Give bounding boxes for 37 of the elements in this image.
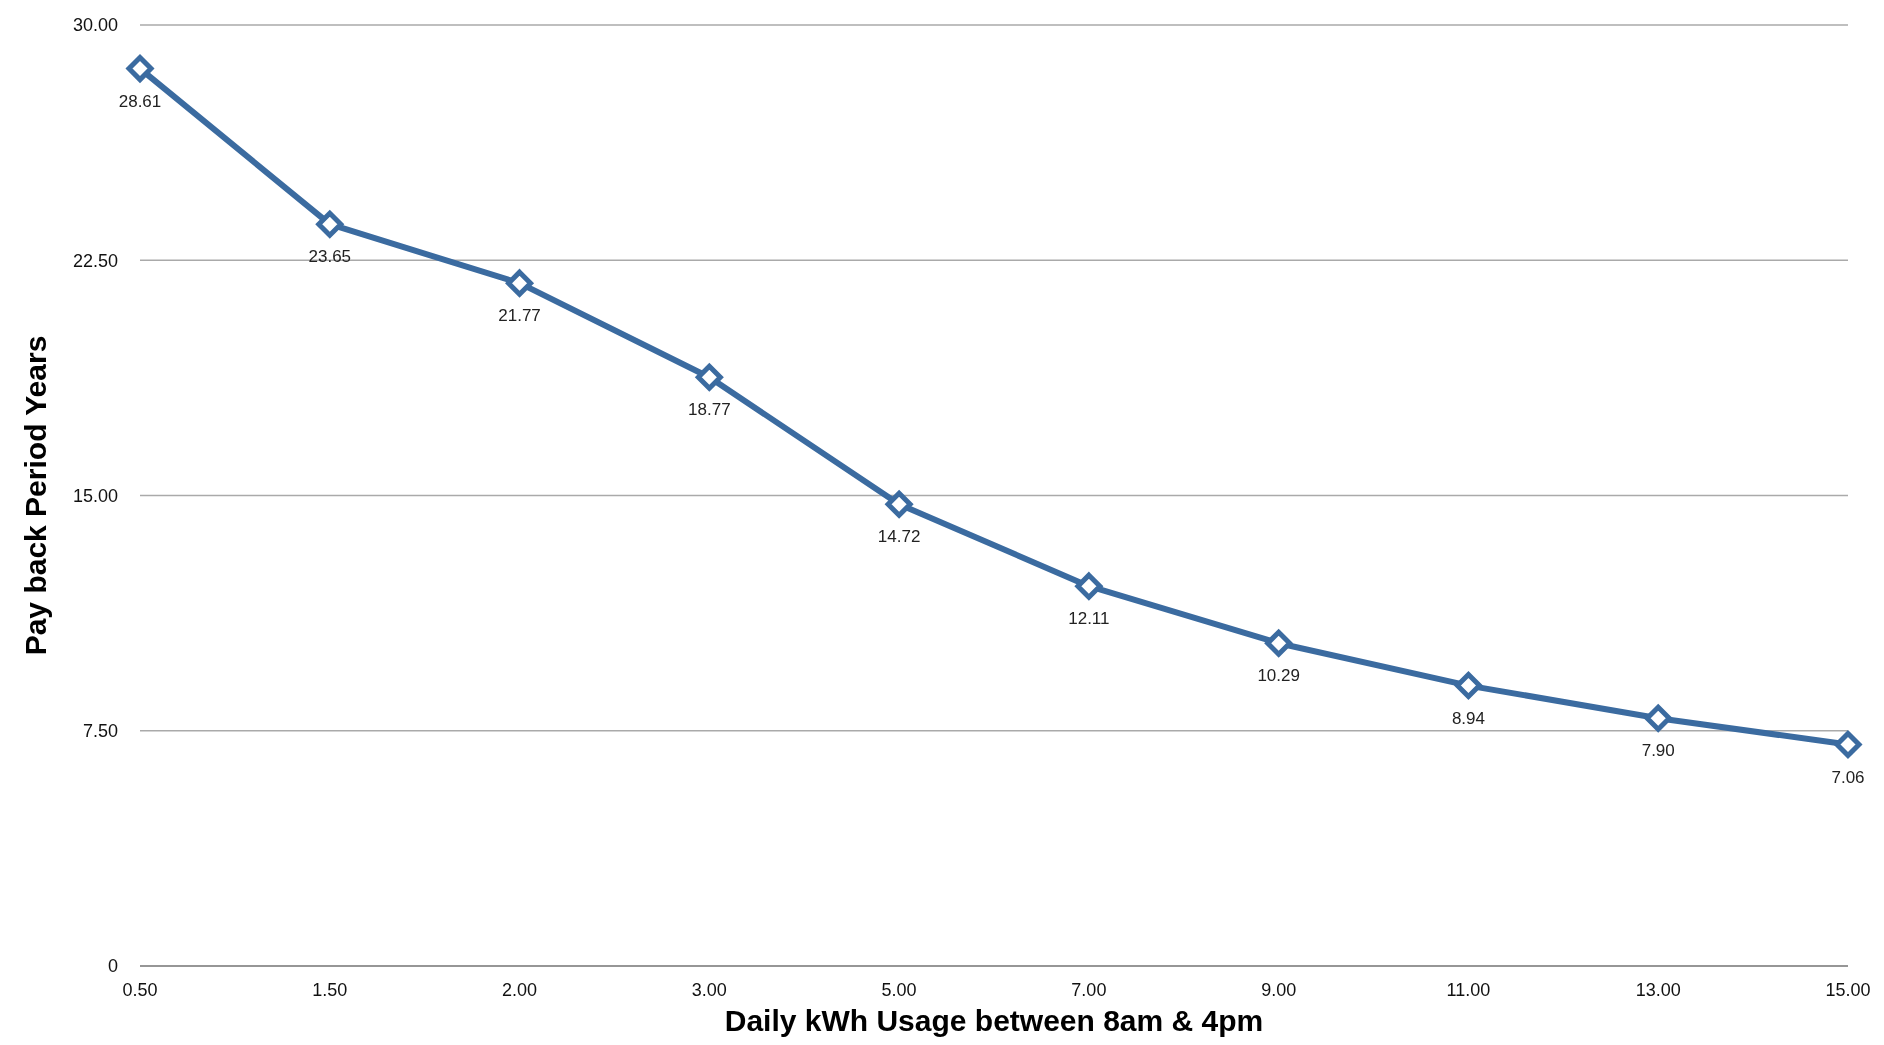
point: [1834, 731, 1862, 759]
data-label: 21.77: [498, 306, 541, 326]
data-label: 8.94: [1451, 708, 1485, 728]
data-label: 18.77: [688, 400, 731, 420]
x-tick-label: 11.00: [1446, 980, 1491, 1000]
x-tick-label: 3.00: [691, 980, 727, 1000]
x-tick-label: 5.00: [881, 980, 917, 1000]
x-axis-title: Daily kWh Usage between 8am & 4pm: [724, 1004, 1264, 1037]
point: [885, 490, 913, 518]
point: [1265, 629, 1293, 657]
x-tick-label: 13.00: [1635, 980, 1681, 1000]
data-label: 10.29: [1257, 666, 1300, 686]
x-tick-label: 2.00: [502, 980, 538, 1000]
x-tick-label: 9.00: [1261, 980, 1297, 1000]
data-label: 14.72: [877, 527, 921, 547]
point: [1454, 672, 1482, 700]
y-tick-label: 22.50: [72, 250, 118, 271]
x-tick-label: 1.50: [312, 980, 348, 1000]
data-label: 12.11: [1068, 609, 1110, 629]
x-tick-label: 7.00: [1071, 980, 1107, 1000]
y-tick-label: 7.50: [82, 721, 118, 742]
point: [695, 363, 723, 391]
y-tick-label: 30.00: [72, 15, 118, 36]
data-label: 7.06: [1831, 767, 1865, 787]
y-axis-title: Pay back Period Years: [19, 335, 52, 656]
point: [126, 55, 154, 83]
data-label: 23.65: [308, 247, 352, 267]
point: [1644, 704, 1672, 732]
point: [506, 269, 534, 297]
point: [1075, 572, 1103, 600]
y-tick-label: 0: [107, 956, 118, 977]
x-tick-label: 0.50: [122, 980, 158, 1000]
data-label: 7.90: [1641, 741, 1675, 761]
data-label: 28.61: [118, 91, 162, 111]
x-tick-label: 15.00: [1825, 980, 1871, 1000]
y-tick-label: 15.00: [72, 485, 118, 506]
point: [316, 210, 344, 238]
